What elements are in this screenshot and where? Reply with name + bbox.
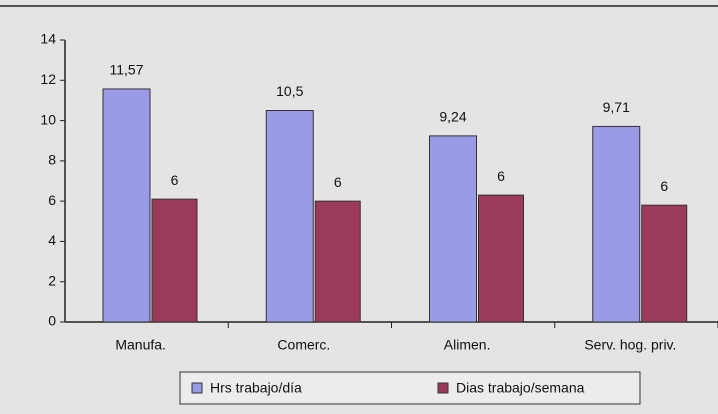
x-tick-label: Comerc. — [277, 337, 330, 353]
y-tick-label: 2 — [48, 272, 56, 288]
value-label: 9,71 — [603, 99, 630, 115]
y-tick-label: 10 — [40, 111, 56, 127]
y-tick-label: 0 — [48, 313, 56, 329]
value-label: 6 — [497, 168, 505, 184]
bar — [429, 135, 477, 323]
legend-swatch — [191, 382, 203, 394]
value-label: 9,24 — [439, 109, 466, 125]
y-tick-label: 6 — [48, 192, 56, 208]
bar — [592, 125, 641, 323]
y-tick-label: 14 — [40, 31, 56, 47]
bar — [641, 204, 688, 323]
legend-label: Hrs trabajo/día — [210, 380, 302, 396]
value-label: 11,57 — [110, 62, 144, 78]
bar — [478, 194, 524, 323]
value-label: 6 — [171, 172, 179, 188]
x-tick-label: Alimen. — [444, 337, 491, 353]
bar — [102, 88, 151, 323]
y-tick-label: 12 — [40, 71, 56, 87]
y-tick-label: 4 — [48, 232, 56, 248]
bar — [151, 198, 198, 323]
x-tick-label: Manufa. — [115, 337, 166, 353]
value-label: 6 — [660, 178, 668, 194]
legend-box — [179, 371, 641, 405]
value-label: 6 — [334, 174, 342, 190]
legend-swatch — [437, 382, 449, 394]
legend-label: Dias trabajo/semana — [456, 380, 585, 396]
value-label: 10,5 — [276, 83, 303, 99]
bar — [265, 110, 314, 323]
y-tick-label: 8 — [48, 152, 56, 168]
x-tick-label: Serv. hog. priv. — [584, 337, 676, 353]
bar — [314, 200, 361, 323]
